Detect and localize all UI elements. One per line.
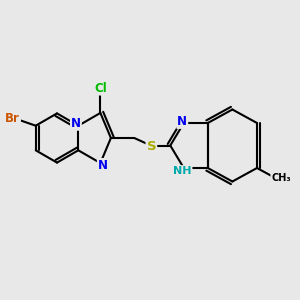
Text: CH₃: CH₃ bbox=[271, 173, 291, 184]
Text: N: N bbox=[71, 117, 81, 130]
Text: N: N bbox=[98, 159, 108, 172]
Text: N: N bbox=[177, 115, 187, 128]
Text: S: S bbox=[147, 140, 156, 154]
Text: NH: NH bbox=[173, 166, 191, 176]
Text: Cl: Cl bbox=[94, 82, 107, 94]
Text: Br: Br bbox=[5, 112, 20, 125]
